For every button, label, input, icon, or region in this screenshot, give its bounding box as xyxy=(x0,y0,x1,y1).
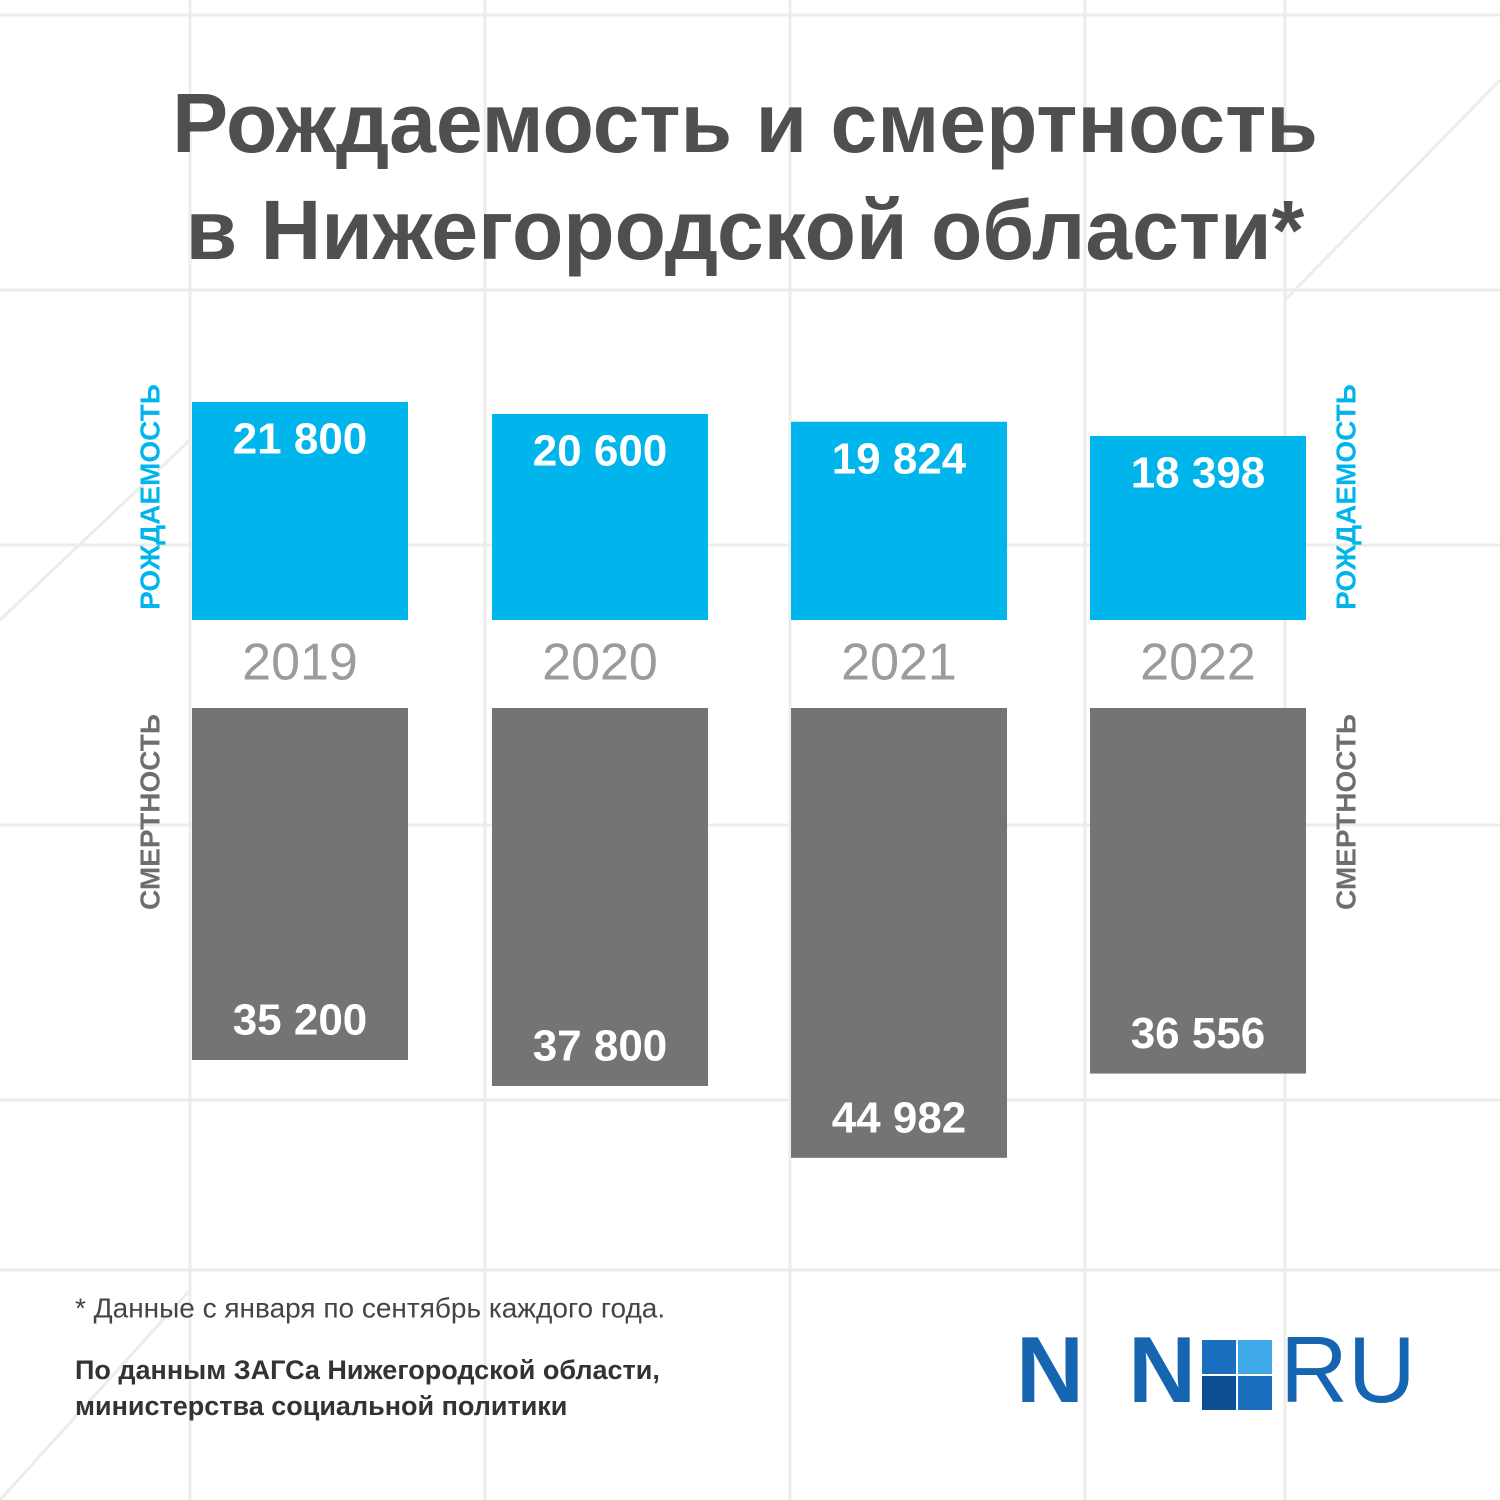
series-label: СМЕРТНОСТЬ xyxy=(134,714,165,910)
series-label: РОЖДАЕМОСТЬ xyxy=(1330,384,1361,610)
value-label: 44 982 xyxy=(832,1093,967,1142)
chart-title: Рождаемость и смертность xyxy=(172,76,1318,170)
bar xyxy=(791,421,1007,620)
footnote: * Данные с января по сентябрь каждого го… xyxy=(75,1292,665,1323)
bar xyxy=(192,708,408,1060)
logo-text: NN xyxy=(1016,1317,1196,1422)
bar xyxy=(492,414,708,620)
value-label: 19 824 xyxy=(832,434,967,483)
series-label: СМЕРТНОСТЬ xyxy=(1330,714,1361,910)
logo: NN RU xyxy=(1016,1317,1416,1422)
x-tick-label: 2020 xyxy=(542,634,658,692)
bar xyxy=(1090,708,1306,1074)
logo-square xyxy=(1202,1376,1236,1410)
value-label: 37 800 xyxy=(533,1022,668,1071)
logo-square xyxy=(1202,1340,1236,1374)
bar xyxy=(791,708,1007,1158)
series-label: РОЖДАЕМОСТЬ xyxy=(134,384,165,610)
bar xyxy=(1090,436,1306,620)
value-label: 36 556 xyxy=(1131,1009,1266,1058)
logo-square xyxy=(1238,1340,1272,1374)
value-label: 35 200 xyxy=(233,996,368,1045)
source: По данным ЗАГСа Нижегородской области, xyxy=(75,1355,660,1385)
x-tick-label: 2019 xyxy=(242,634,358,692)
source: министерства социальной политики xyxy=(75,1391,567,1421)
chart-title: в Нижегородской области* xyxy=(186,183,1305,277)
x-tick-label: 2022 xyxy=(1140,634,1256,692)
value-label: 21 800 xyxy=(233,415,368,464)
bar xyxy=(192,402,408,620)
logo-square xyxy=(1238,1376,1272,1410)
bar xyxy=(492,708,708,1086)
value-label: 18 398 xyxy=(1131,449,1266,498)
value-label: 20 600 xyxy=(533,427,668,476)
x-tick-label: 2021 xyxy=(841,634,957,692)
logo-text: RU xyxy=(1280,1317,1416,1422)
